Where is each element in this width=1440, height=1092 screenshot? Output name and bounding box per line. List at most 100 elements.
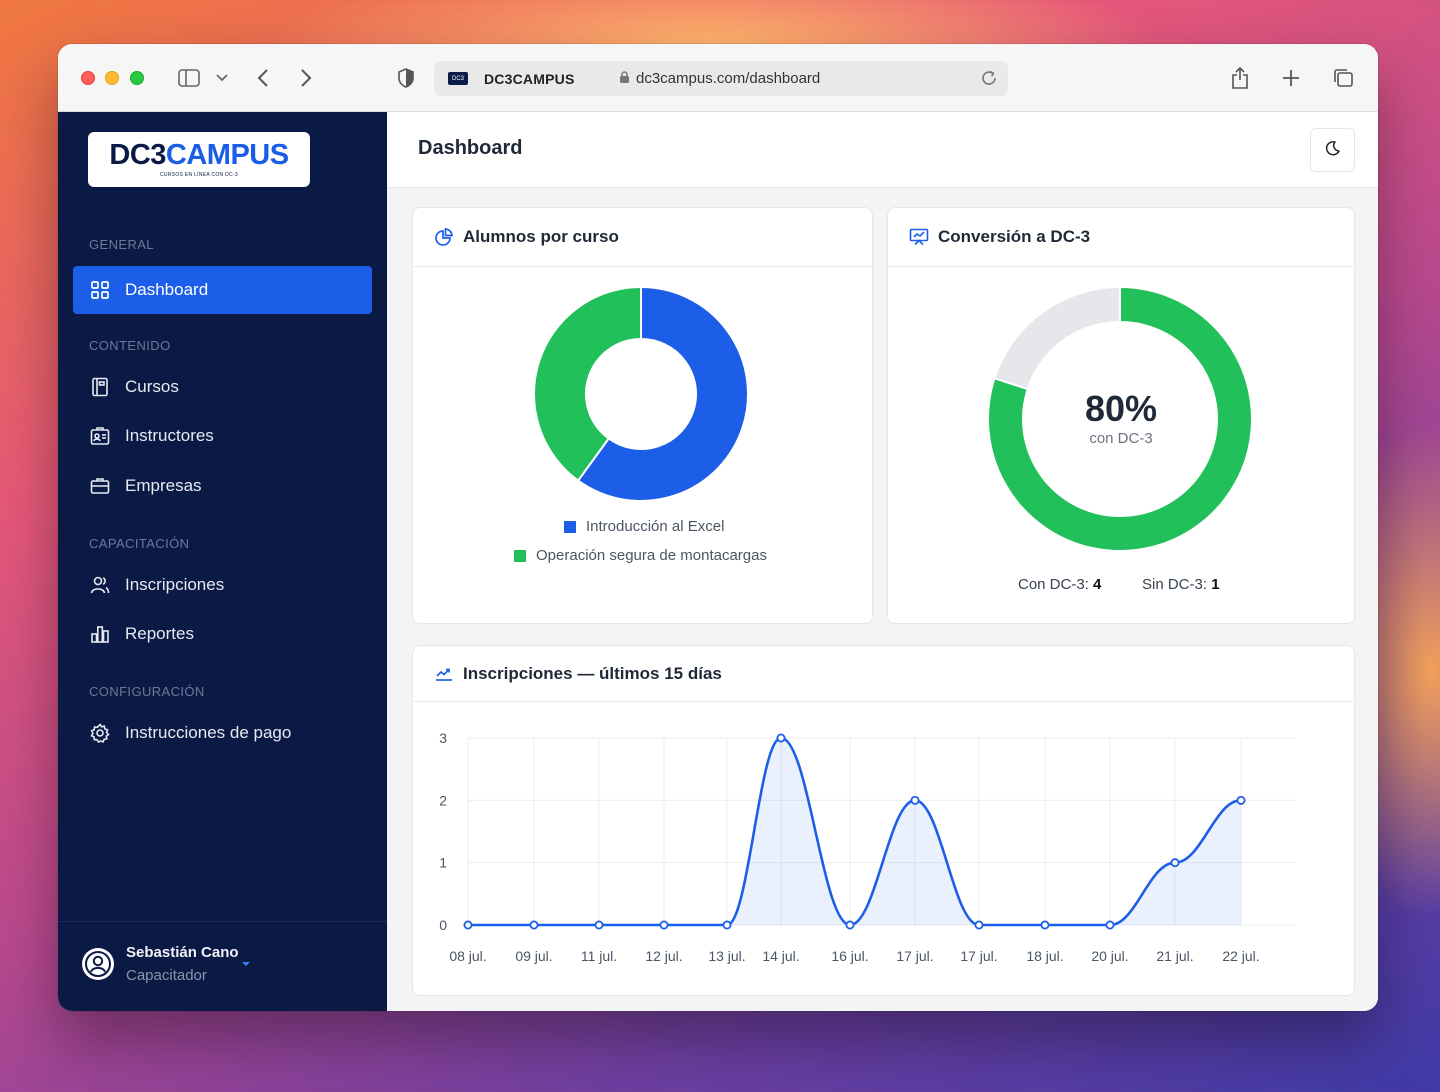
inscripciones-line-chart: 0 1 2 3 08 jul. 09 jul. 11 jul. 12 jul. 13 jul. 1… — [439, 730, 1296, 964]
sidebar-item-instrucciones-pago[interactable]: Instrucciones de pago — [73, 709, 372, 757]
id-card-icon — [89, 425, 111, 447]
slice-operacion-montacargas[interactable] — [533, 285, 642, 482]
data-point[interactable] — [463, 920, 473, 930]
x-tick-label: 21 jul. — [1156, 948, 1193, 964]
briefcase-icon — [89, 475, 111, 497]
chevron-down-icon[interactable] — [242, 962, 250, 966]
data-point[interactable] — [594, 920, 604, 930]
section-label-configuracion: CONFIGURACIÓN — [89, 684, 205, 699]
pie-chart-icon — [434, 227, 454, 247]
y-tick-label: 3 — [439, 730, 447, 746]
brand-logo[interactable]: DC3CAMPUS CURSOS EN LÍNEA CON DC-3 — [88, 132, 310, 187]
y-tick-label: 1 — [439, 855, 447, 871]
shield-icon[interactable] — [394, 66, 418, 90]
page-title: Dashboard — [418, 137, 523, 159]
card-title: Conversión a DC-3 — [938, 227, 1091, 246]
data-point[interactable] — [659, 920, 669, 930]
x-tick-label: 20 jul. — [1091, 948, 1128, 964]
share-icon[interactable] — [1228, 66, 1252, 90]
forward-icon[interactable] — [294, 66, 318, 90]
sidebar-item-label: Instructores — [125, 426, 214, 445]
data-point[interactable] — [722, 920, 732, 930]
sidebar-item-cursos[interactable]: Cursos — [73, 363, 372, 411]
x-tick-label: 13 jul. — [708, 948, 745, 964]
data-point[interactable] — [529, 920, 539, 930]
legend-item[interactable]: Introducción al Excel — [564, 518, 724, 535]
reload-icon[interactable] — [980, 69, 998, 92]
sin-dc3-stat: Sin DC-3: 1 — [1142, 576, 1220, 593]
conversion-gauge-chart — [987, 285, 1253, 552]
legend-item[interactable]: Operación segura de montacargas — [514, 547, 767, 564]
data-point[interactable] — [1105, 920, 1115, 930]
y-tick-label: 2 — [439, 792, 447, 808]
series-line — [468, 736, 1242, 927]
x-tick-label: 09 jul. — [515, 948, 552, 964]
alumnos-donut-chart — [533, 285, 749, 502]
tab-overview-icon[interactable] — [1331, 66, 1355, 90]
alumnos-por-curso-card: Alumnos por curso Introducción al Excel … — [412, 207, 873, 624]
slice-con-dc3[interactable] — [987, 285, 1253, 552]
legend-swatch — [564, 520, 576, 533]
users-icon — [89, 574, 111, 596]
sidebar-item-dashboard[interactable]: Dashboard — [73, 266, 372, 314]
close-window-button[interactable] — [81, 71, 95, 85]
x-tick-label: 14 jul. — [762, 948, 799, 964]
sidebar-item-label: Reportes — [125, 624, 194, 643]
page-header: Dashboard — [387, 112, 1378, 188]
x-tick-label: 22 jul. — [1222, 948, 1259, 964]
legend-label: Operación segura de montacargas — [536, 547, 767, 564]
main-content: Dashboard Alumnos por curso Introducción… — [387, 112, 1378, 1011]
new-tab-icon[interactable] — [1279, 66, 1303, 90]
browser-window: DC3 DC3CAMPUS dc3campus.com/dashboard DC… — [58, 44, 1378, 1011]
section-label-general: GENERAL — [89, 237, 154, 252]
theme-toggle-button[interactable] — [1310, 128, 1355, 172]
lock-icon — [619, 71, 630, 89]
sidebar-item-label: Inscripciones — [125, 575, 225, 594]
user-name: Sebastián Cano — [126, 944, 239, 961]
legend-label: Introducción al Excel — [586, 518, 725, 535]
tab-title: DC3CAMPUS — [484, 71, 575, 87]
y-tick-label: 0 — [439, 917, 447, 933]
inscripciones-card: Inscripciones — últimos 15 días 0 1 2 3 08 j… — [412, 645, 1355, 996]
data-point[interactable] — [845, 920, 855, 930]
address-bar[interactable]: DC3 DC3CAMPUS dc3campus.com/dashboard — [434, 61, 1008, 96]
presentation-icon — [909, 227, 929, 247]
sidebar-item-instructores[interactable]: Instructores — [73, 412, 372, 460]
chevron-down-icon[interactable] — [210, 66, 234, 90]
logo-tagline: CURSOS EN LÍNEA CON DC-3 — [159, 172, 239, 178]
moon-icon — [1325, 140, 1341, 161]
x-tick-label: 17 jul. — [960, 948, 997, 964]
sidebar-toggle-icon[interactable] — [177, 66, 201, 90]
trend-line-icon — [434, 664, 454, 684]
slice-introduccion-excel[interactable] — [576, 285, 749, 502]
sidebar-item-label: Empresas — [125, 476, 202, 495]
logo-text: DC3CAMPUS — [109, 139, 289, 171]
data-point[interactable] — [1170, 858, 1180, 868]
data-point[interactable] — [1040, 920, 1050, 930]
sidebar-item-inscripciones[interactable]: Inscripciones — [73, 561, 372, 609]
sidebar-item-empresas[interactable]: Empresas — [73, 462, 372, 510]
minimize-window-button[interactable] — [105, 71, 119, 85]
gear-icon — [89, 722, 111, 744]
slice-sin-dc3[interactable] — [993, 285, 1121, 391]
sidebar: DC3CAMPUS CURSOS EN LÍNEA CON DC-3 GENER… — [58, 112, 387, 1011]
back-icon[interactable] — [251, 66, 275, 90]
avatar — [82, 948, 114, 980]
data-point[interactable] — [776, 733, 786, 743]
sidebar-item-label: Cursos — [125, 377, 179, 396]
section-label-capacitacion: CAPACITACIÓN — [89, 536, 190, 551]
conversion-percent: 80% — [1084, 388, 1158, 429]
user-role: Capacitador — [126, 967, 207, 984]
sidebar-item-reportes[interactable]: Reportes — [73, 610, 372, 658]
card-title: Alumnos por curso — [463, 227, 619, 246]
data-point[interactable] — [1236, 795, 1246, 805]
section-label-contenido: CONTENIDO — [89, 338, 171, 353]
x-tick-label: 16 jul. — [831, 948, 868, 964]
user-menu[interactable]: Sebastián Cano Capacitador — [58, 921, 387, 1011]
area-fill — [468, 738, 1241, 925]
x-tick-label: 17 jul. — [896, 948, 933, 964]
data-point[interactable] — [910, 795, 920, 805]
x-tick-label: 12 jul. — [645, 948, 682, 964]
maximize-window-button[interactable] — [130, 71, 144, 85]
data-point[interactable] — [974, 920, 984, 930]
